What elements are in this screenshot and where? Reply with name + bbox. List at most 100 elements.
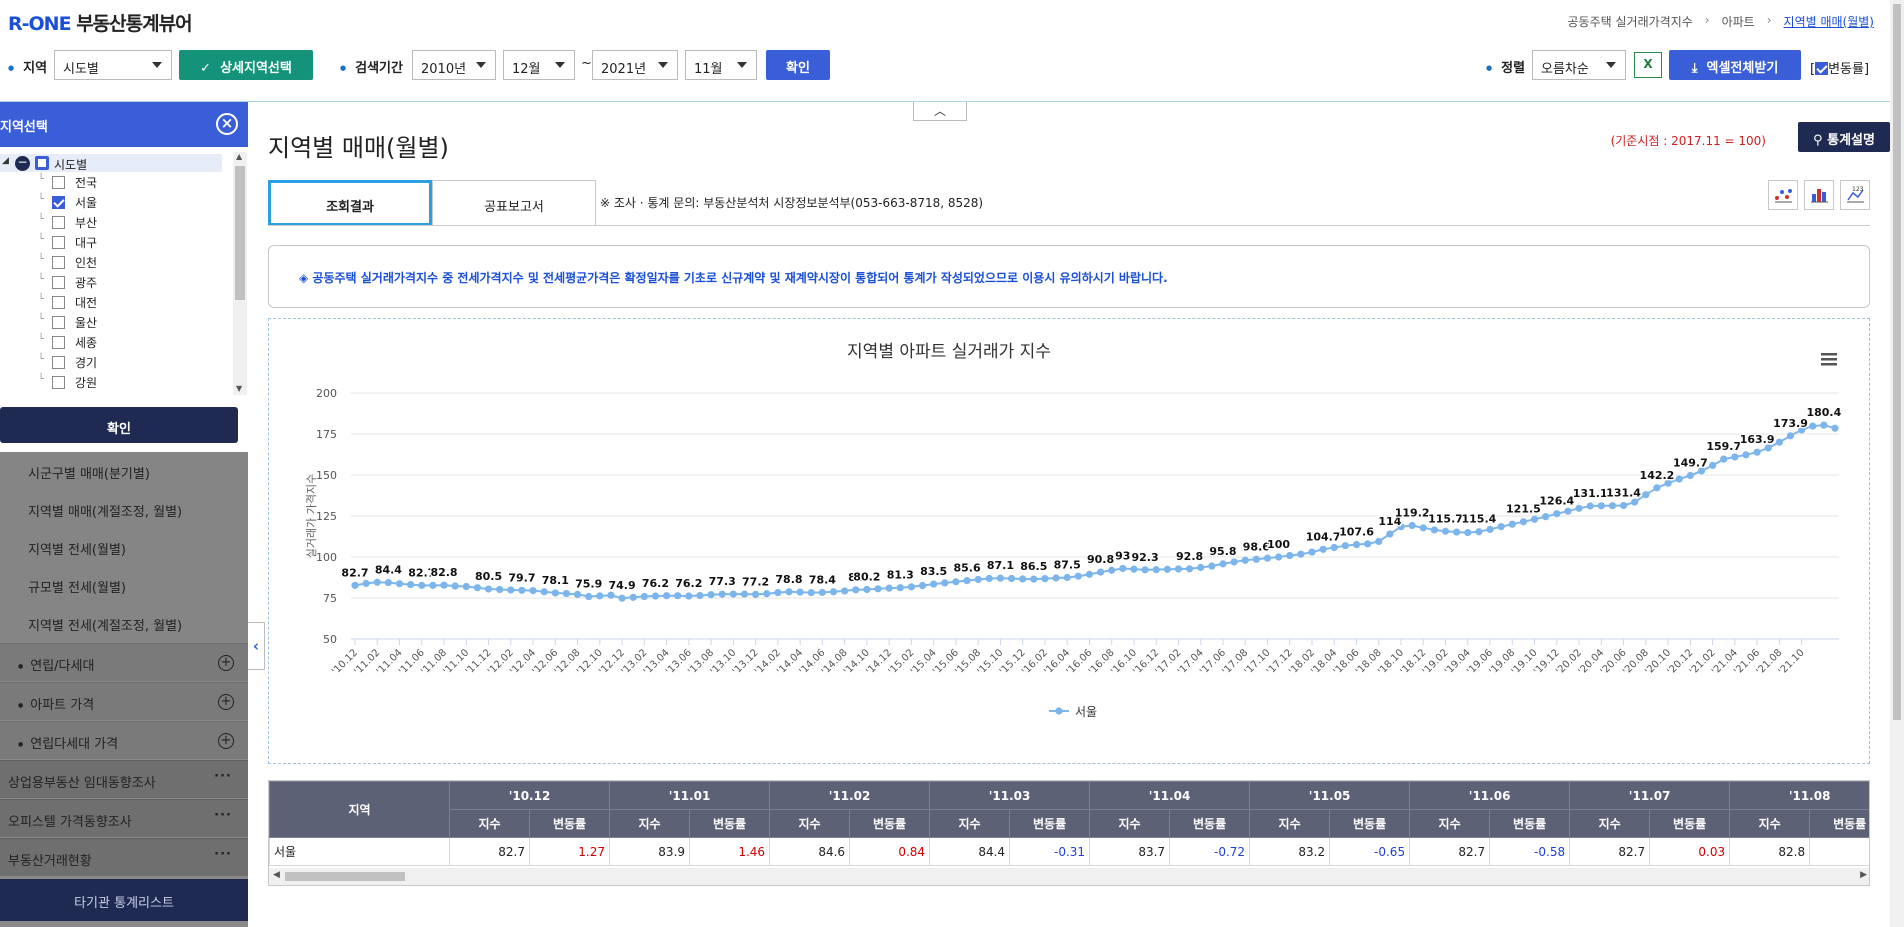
more-icon[interactable]: ··· <box>214 808 232 823</box>
change-cell: -0.58 <box>1489 837 1571 866</box>
region-checkbox[interactable] <box>52 236 65 249</box>
breadcrumb-item[interactable]: 공동주택 실거래가격지수 <box>1567 15 1693 29</box>
scroll-right-icon[interactable]: ▶ <box>1860 870 1867 880</box>
tree-item[interactable]: └ 부산 <box>36 214 97 234</box>
change-rate-toggle[interactable]: [변동률] <box>1810 62 1870 77</box>
region-checkbox[interactable] <box>52 256 65 269</box>
data-point <box>1030 575 1038 583</box>
collapse-icon[interactable]: − <box>15 156 30 171</box>
start-month-select[interactable]: 12월 <box>503 50 575 80</box>
region-checkbox[interactable] <box>52 196 65 209</box>
excel-download-button[interactable]: ⤓ 엑셀전체받기 <box>1669 50 1801 80</box>
region-checkbox[interactable] <box>52 336 65 349</box>
more-icon[interactable]: ··· <box>214 769 232 784</box>
menu-item[interactable]: 규모별 전세(월별) <box>0 566 248 604</box>
other-stats-link[interactable]: 타기관 통계리스트 <box>0 879 248 921</box>
data-point <box>1597 502 1605 510</box>
region-checkbox[interactable] <box>52 356 65 369</box>
search-confirm-button[interactable]: 확인 <box>766 50 830 80</box>
data-point <box>1786 432 1795 440</box>
start-year-select[interactable]: 2010년 <box>412 50 496 80</box>
menu-item[interactable]: 지역별 전세(월별) <box>0 528 248 566</box>
menu-category[interactable]: 연립다세대 가격 + <box>0 721 248 759</box>
detail-region-button[interactable]: ✓ 상세지역선택 <box>179 50 313 80</box>
sort-select[interactable]: 오름차순 <box>1532 50 1626 80</box>
region-label: 광주 <box>75 276 98 290</box>
menu-category[interactable]: 연립/다세대 + <box>0 643 248 681</box>
menu-item[interactable]: 지역별 전세(계절조정, 월별) <box>0 604 248 642</box>
data-label: 77.3 <box>709 575 736 588</box>
region-checkbox[interactable] <box>52 376 65 389</box>
breadcrumb-current[interactable]: 지역별 매매(월별) <box>1783 15 1874 29</box>
menu-item[interactable]: 지역별 매매(계절조정, 월별) <box>0 490 248 528</box>
data-label: 92.3 <box>1132 551 1159 564</box>
region-select[interactable]: 시도별 <box>54 50 172 80</box>
table-horizontal-scrollbar[interactable]: ◀ ▶ <box>269 868 1869 885</box>
tree-item[interactable]: └ 인천 <box>36 254 97 274</box>
end-month-select[interactable]: 11월 <box>685 50 757 80</box>
plus-icon[interactable]: + <box>218 733 234 749</box>
data-point <box>1820 421 1828 429</box>
y-tick-label: 150 <box>316 469 337 482</box>
tree-scrollbar[interactable]: ▲ ▼ <box>233 152 247 395</box>
data-point <box>1586 502 1594 510</box>
data-point <box>752 590 760 598</box>
partial-checkbox[interactable] <box>35 156 49 170</box>
data-point <box>1375 537 1383 546</box>
breadcrumb-item[interactable]: 아파트 <box>1721 15 1755 29</box>
data-point <box>1809 422 1817 430</box>
tree-item[interactable]: └ 울산 <box>36 314 97 334</box>
scroll-up-icon[interactable]: ▲ <box>236 152 243 161</box>
tree-item[interactable]: └ 서울 <box>36 194 97 214</box>
data-table: 지역 '10.12'11.01'11.02'11.03'11.04'11.05'1… <box>269 781 1869 866</box>
tree-expand-icon[interactable]: ◢ <box>2 156 9 166</box>
region-checkbox[interactable] <box>52 216 65 229</box>
region-confirm-button[interactable]: 확인 <box>0 407 238 443</box>
data-label: 173.9 <box>1773 417 1808 430</box>
tab-reports[interactable]: 공표보고서 <box>432 180 596 226</box>
tree-item[interactable]: └ 세종 <box>36 334 97 354</box>
tab-results[interactable]: 조회결과 <box>268 180 432 226</box>
menu-section[interactable]: 상업용부동산 임대동향조사 ··· <box>0 760 248 798</box>
data-label: 87.1 <box>987 559 1014 572</box>
menu-category[interactable]: 아파트 가격 + <box>0 682 248 720</box>
plus-icon[interactable]: + <box>218 655 234 671</box>
region-checkbox[interactable] <box>52 316 65 329</box>
scatter-chart-icon[interactable] <box>1768 180 1798 210</box>
index-cell: 82.8 <box>1729 837 1811 866</box>
chart-menu-icon[interactable] <box>1821 353 1837 366</box>
end-year-select[interactable]: 2021년 <box>592 50 678 80</box>
chevron-up-icon[interactable]: ︿ <box>913 102 967 121</box>
scrollbar-thumb[interactable] <box>1893 4 1901 720</box>
region-checkbox[interactable] <box>52 276 65 289</box>
tree-item[interactable]: └ 광주 <box>36 274 97 294</box>
table-chart-icon[interactable]: 123 <box>1840 180 1870 210</box>
region-checkbox[interactable] <box>52 176 65 189</box>
page-scrollbar[interactable] <box>1890 0 1904 927</box>
tree-item[interactable]: └ 대전 <box>36 294 97 314</box>
tree-item[interactable]: └ 경기 <box>36 354 97 374</box>
tree-item[interactable]: └ 대구 <box>36 234 97 254</box>
more-icon[interactable]: ··· <box>214 847 232 862</box>
tree-root[interactable]: ◢ − 시도별 <box>0 154 222 172</box>
menu-section[interactable]: 오피스텔 가격동향조사 ··· <box>0 799 248 837</box>
scroll-left-icon[interactable]: ◀ <box>273 870 280 880</box>
data-label: 78.8 <box>775 573 802 586</box>
menu-section[interactable]: 부동산거래현황 ··· <box>0 838 248 876</box>
close-icon[interactable]: × <box>216 113 238 135</box>
region-checkbox[interactable] <box>52 296 65 309</box>
sidebar-toggle-chevron-left-icon[interactable]: ‹ <box>248 622 265 670</box>
excel-icon[interactable]: X <box>1634 52 1662 78</box>
bar-chart-icon[interactable] <box>1804 180 1834 210</box>
logo[interactable]: R-ONE 부동산통계뷰어 <box>8 9 193 36</box>
tree-item[interactable]: └ 전국 <box>36 174 97 194</box>
menu-item[interactable]: 시군구별 매매(분기별) <box>0 452 248 490</box>
legend-item[interactable]: 서울 <box>1075 705 1097 719</box>
tree-item[interactable]: └ 강원 <box>36 374 97 392</box>
scroll-down-icon[interactable]: ▼ <box>236 384 243 393</box>
change-rate-checkbox[interactable] <box>1815 62 1829 75</box>
scrollbar-thumb[interactable] <box>285 872 405 881</box>
stats-description-button[interactable]: ⚲ 통계설명 <box>1798 122 1890 152</box>
scrollbar-thumb[interactable] <box>235 166 245 300</box>
plus-icon[interactable]: + <box>218 694 234 710</box>
